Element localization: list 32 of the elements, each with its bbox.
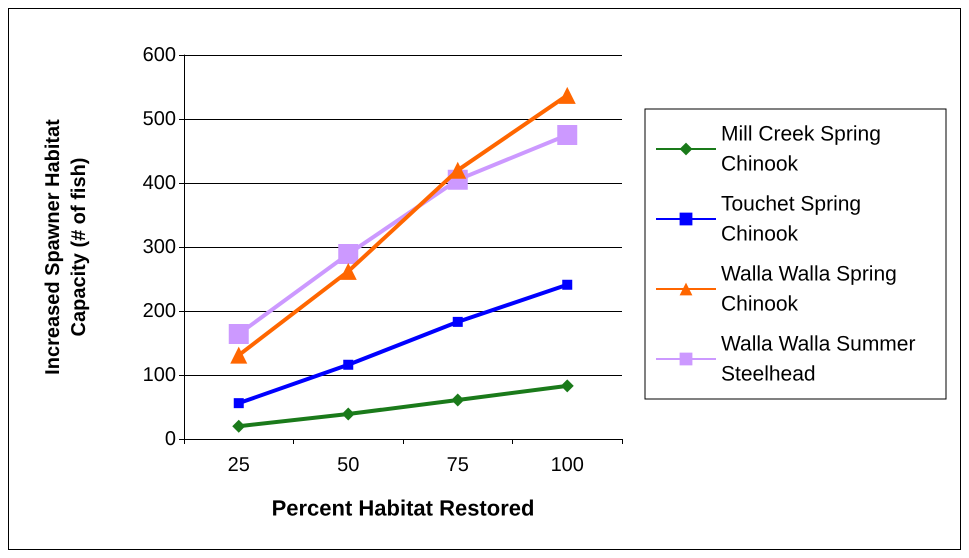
point — [560, 379, 574, 392]
legend-label: Touchet Spring Chinook — [721, 192, 867, 246]
x-axis-title: Percent Habitat Restored — [272, 496, 534, 520]
x-tick-label: 50 — [337, 454, 360, 476]
point — [340, 262, 357, 280]
point — [452, 316, 463, 327]
point — [562, 280, 572, 290]
legend-label: Mill Creek Spring Chinook — [721, 122, 887, 176]
point — [342, 408, 355, 421]
y-tick-label: 300 — [142, 236, 176, 258]
y-axis-title: Increased Spawner Habitat Capacity (# of fish) — [42, 118, 90, 375]
point — [234, 398, 244, 408]
point — [230, 346, 248, 364]
x-tick-label: 25 — [228, 454, 250, 476]
point — [451, 393, 464, 406]
y-tick-label: 400 — [142, 172, 176, 194]
y-tick-label: 500 — [142, 108, 176, 130]
point — [557, 125, 578, 145]
point — [558, 86, 576, 104]
point — [338, 244, 358, 264]
y-tick-label: 0 — [164, 428, 176, 450]
x-tick-label: 75 — [446, 454, 469, 476]
y-tick-label: 100 — [142, 364, 176, 386]
point — [343, 360, 354, 370]
y-tick-label: 200 — [142, 300, 176, 322]
point — [232, 420, 246, 433]
x-tick-label: 100 — [550, 454, 584, 476]
y-tick-label: 600 — [142, 44, 176, 66]
point — [228, 324, 249, 344]
legend-label: Walla Walla Summer Steelhead — [721, 332, 922, 386]
point — [449, 162, 466, 179]
legend-label: Walla Walla Spring Chinook — [721, 262, 903, 316]
